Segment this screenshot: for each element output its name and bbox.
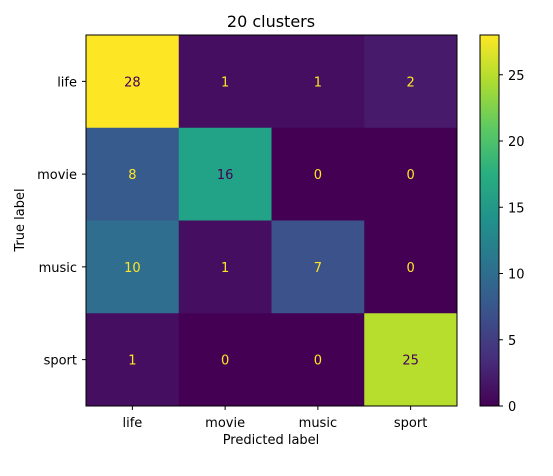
colorbar-tick-label: 10 xyxy=(508,268,525,283)
cell-value-label: 0 xyxy=(314,354,322,369)
heatmap-cells xyxy=(86,35,458,407)
x-tick-label: life xyxy=(122,416,142,431)
colorbar-tick-label: 0 xyxy=(508,400,516,415)
x-axis-ticks: life movie music sport xyxy=(122,406,427,431)
y-axis-ticks: life movie music sport xyxy=(37,75,86,369)
heatmap-cell xyxy=(271,127,365,221)
colorbar-tick-label: 25 xyxy=(508,69,525,84)
cell-value-label: 10 xyxy=(124,261,141,276)
heatmap-cell xyxy=(364,35,458,129)
heatmap-cell xyxy=(86,127,180,221)
heatmap-cell xyxy=(364,220,458,314)
heatmap-cell xyxy=(86,35,180,129)
heatmap-cell xyxy=(178,313,272,407)
cell-value-label: 28 xyxy=(124,75,141,90)
x-tick-label: sport xyxy=(394,416,427,431)
heatmap-cell-labels: 28 1 1 28 16 0 010 1 7 01 0 0 25 xyxy=(124,75,419,368)
y-tick-label: life xyxy=(57,75,77,90)
cell-value-label: 25 xyxy=(402,354,419,369)
heatmap-cell xyxy=(178,127,272,221)
y-tick-label: sport xyxy=(44,354,77,369)
chart-title: 20 clusters xyxy=(227,12,315,31)
heatmap-cell xyxy=(271,220,365,314)
cell-value-label: 2 xyxy=(406,75,414,90)
heatmap-cell xyxy=(364,313,458,407)
colorbar-ticks: 0 5 10 15 20 25 xyxy=(499,69,525,415)
heatmap-cell xyxy=(86,220,180,314)
heatmap-cell xyxy=(271,313,365,407)
cell-value-label: 0 xyxy=(221,354,229,369)
plot-frame xyxy=(85,34,458,407)
y-axis-label: True label xyxy=(13,188,28,252)
y-tick-label: music xyxy=(39,261,77,276)
heatmap-cell xyxy=(364,127,458,221)
colorbar xyxy=(479,34,500,407)
heatmap-cell xyxy=(86,313,180,407)
x-tick-label: movie xyxy=(205,416,245,431)
heatmap-cell xyxy=(178,220,272,314)
cell-value-label: 0 xyxy=(406,168,414,183)
cell-value-label: 16 xyxy=(217,168,234,183)
colorbar-tick-label: 20 xyxy=(508,135,525,150)
cell-value-label: 1 xyxy=(221,261,229,276)
cell-value-label: 1 xyxy=(128,354,136,369)
heatmap-cell xyxy=(271,35,365,129)
cell-value-label: 1 xyxy=(314,75,322,90)
cell-value-label: 0 xyxy=(314,168,322,183)
y-tick-label: movie xyxy=(37,168,77,183)
cell-value-label: 7 xyxy=(314,261,322,276)
x-tick-label: music xyxy=(299,416,337,431)
cell-value-label: 0 xyxy=(406,261,414,276)
heatmap-cell xyxy=(178,35,272,129)
cell-value-label: 8 xyxy=(128,168,136,183)
x-axis-label: Predicted label xyxy=(223,433,320,448)
colorbar-tick-label: 5 xyxy=(508,334,516,349)
cell-value-label: 1 xyxy=(221,75,229,90)
colorbar-tick-label: 15 xyxy=(508,201,525,216)
